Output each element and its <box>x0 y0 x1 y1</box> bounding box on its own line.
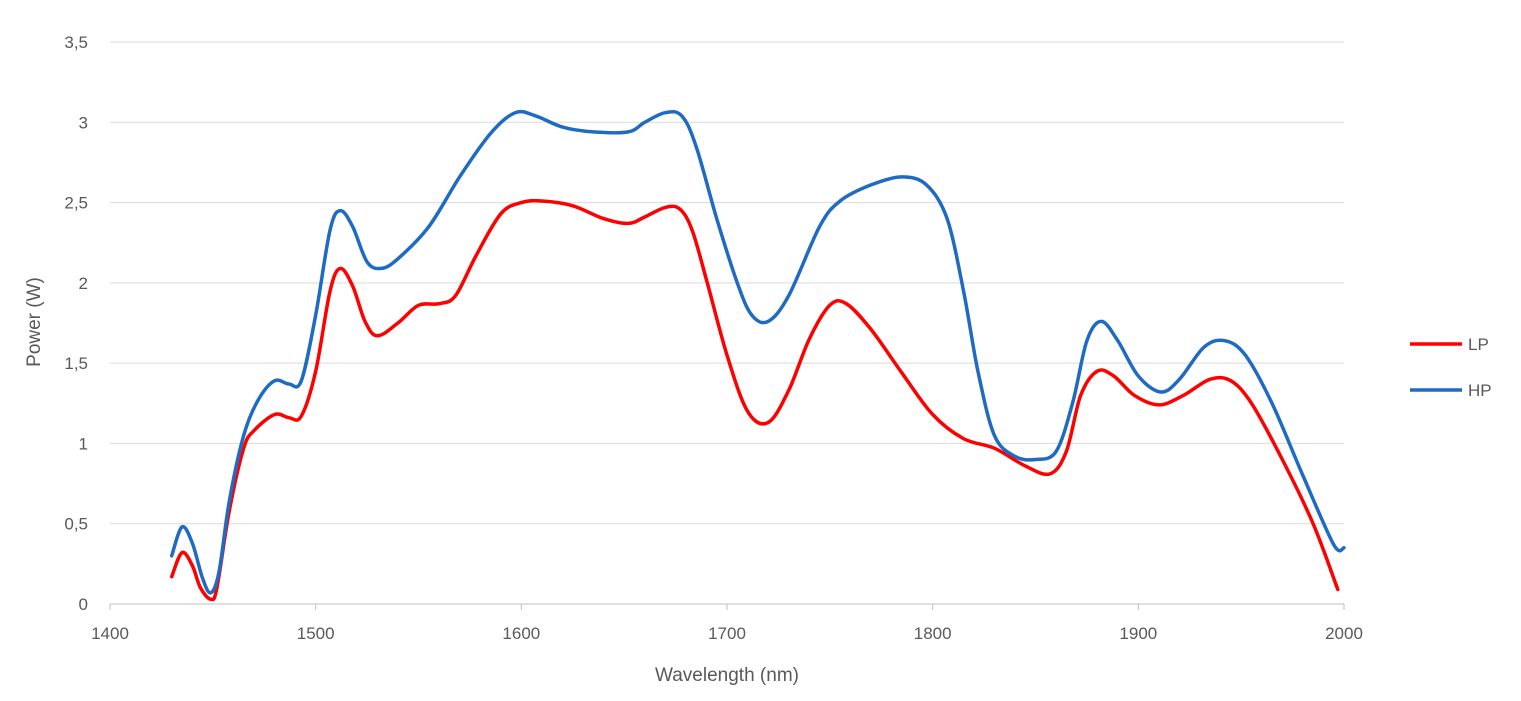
legend-label-lp: LP <box>1468 335 1489 354</box>
y-tick-label: 3,5 <box>64 33 88 52</box>
x-axis-title: Wavelength (nm) <box>655 665 799 686</box>
gridlines <box>110 41 1344 525</box>
legend-label-hp: HP <box>1468 381 1492 400</box>
y-tick-label: 2 <box>79 274 88 293</box>
y-tick-label: 1,5 <box>64 354 88 373</box>
x-tick-label: 1800 <box>914 624 952 643</box>
axes: 0 0,5 1 1,5 2 2,5 3 3,5 1400 1500 1600 1700 1800 1900… <box>64 33 1363 643</box>
legend: LP HP <box>1410 335 1492 400</box>
y-tick-label: 0,5 <box>64 515 88 534</box>
x-tick-label: 1700 <box>708 624 746 643</box>
series-lines <box>169 109 1346 602</box>
y-axis-title: Power (W) <box>24 277 45 367</box>
y-tick-label: 1 <box>79 434 88 453</box>
x-tick-label: 1600 <box>502 624 540 643</box>
y-tick-label: 0 <box>79 595 88 614</box>
x-tick-label: 2000 <box>1325 624 1363 643</box>
series-line-hp <box>169 109 1346 595</box>
x-tick-label: 1400 <box>91 624 129 643</box>
y-tick-label: 3 <box>79 113 88 132</box>
x-tick-label: 1900 <box>1119 624 1157 643</box>
x-tick-label: 1500 <box>297 624 335 643</box>
series-line-lp <box>169 198 1340 602</box>
y-tick-label: 2,5 <box>64 194 88 213</box>
